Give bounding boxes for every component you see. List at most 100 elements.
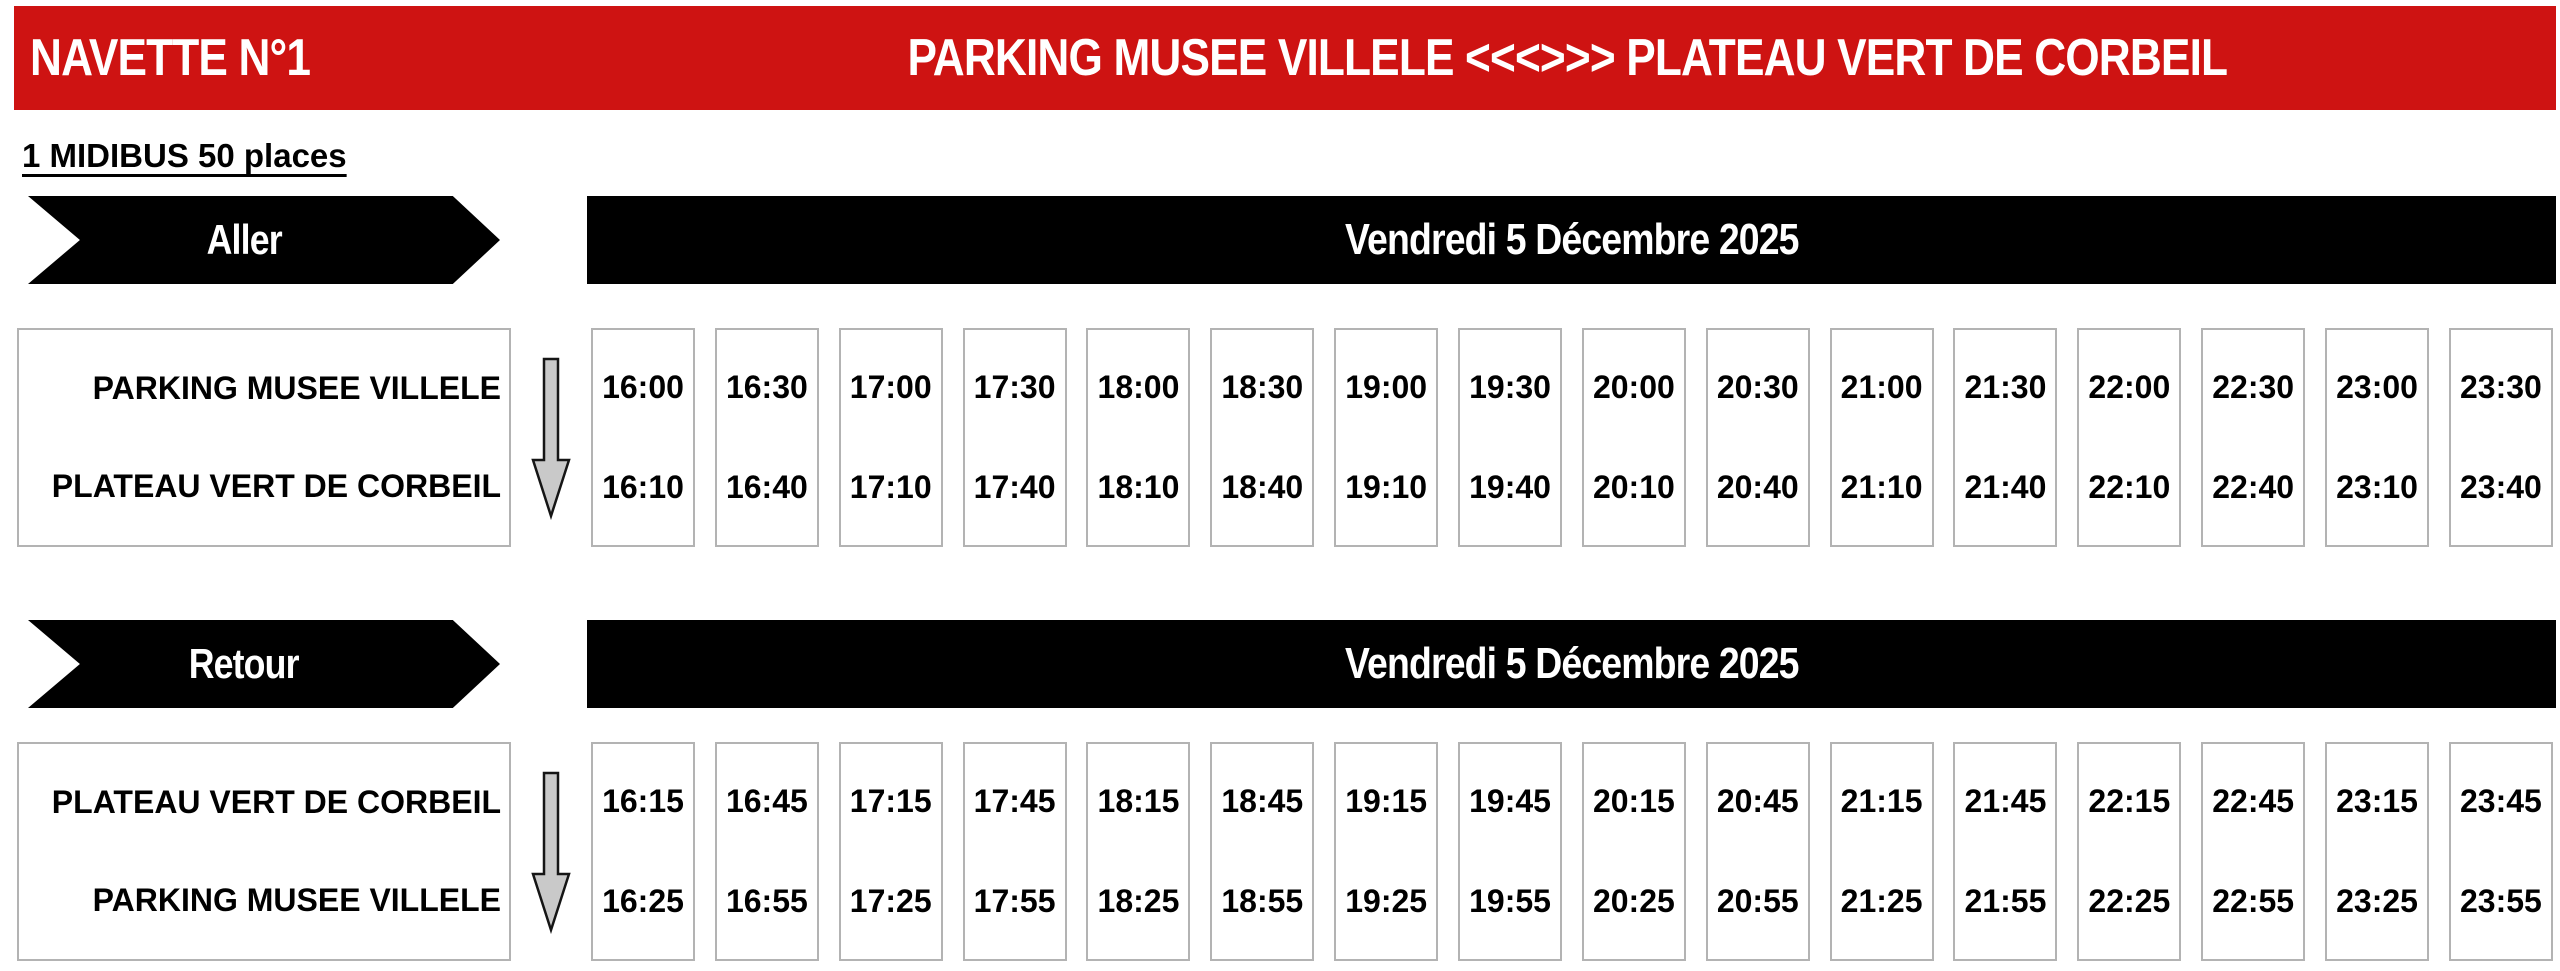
time-column: 18:00 18:10 — [1086, 328, 1191, 547]
arrival-time: 22:40 — [2212, 468, 2295, 505]
departure-time: 17:45 — [973, 783, 1056, 820]
arrival-time: 20:10 — [1592, 468, 1675, 505]
stations-box: PARKING MUSEE VILLELE PLATEAU VERT DE CO… — [17, 328, 511, 547]
arrival-time: 23:25 — [2336, 882, 2418, 919]
arrival-time: 16:25 — [602, 882, 684, 919]
time-column: 21:30 21:40 — [1953, 328, 2058, 547]
stations-box: PLATEAU VERT DE CORBEIL PARKING MUSEE VI… — [17, 742, 511, 961]
arrival-time: 23:55 — [2459, 882, 2542, 919]
departure-time: 21:45 — [1964, 783, 2047, 820]
direction-ribbon-retour: Retour — [28, 620, 500, 708]
timetable-page: NAVETTE N°1 PARKING MUSEE VILLELE <<<>>>… — [0, 6, 2560, 971]
departure-time: 20:30 — [1716, 369, 1799, 406]
route-title-text: PARKING MUSEE VILLELE <<<>>> PLATEAU VER… — [907, 29, 2229, 87]
time-column: 23:00 23:10 — [2325, 328, 2430, 547]
time-column: 18:45 18:55 — [1210, 742, 1315, 961]
down-arrow-icon — [531, 357, 571, 520]
station-label-destination: PARKING MUSEE VILLELE — [92, 881, 501, 918]
departure-time: 21:00 — [1840, 369, 1923, 406]
time-column: 20:15 20:25 — [1581, 742, 1686, 961]
flow-arrow-wrap — [511, 328, 591, 547]
arrival-time: 20:25 — [1592, 882, 1675, 919]
time-column: 16:30 16:40 — [714, 328, 819, 547]
time-column: 20:30 20:40 — [1705, 328, 1810, 547]
time-column: 22:30 22:40 — [2201, 328, 2306, 547]
time-column: 17:30 17:40 — [962, 328, 1067, 547]
departure-time: 19:45 — [1469, 783, 1551, 820]
time-column: 20:45 20:55 — [1705, 742, 1810, 961]
direction-label: Aller — [206, 216, 282, 263]
time-column: 22:00 22:10 — [2077, 328, 2182, 547]
arrival-time: 21:25 — [1840, 882, 1923, 919]
arrival-time: 20:40 — [1716, 468, 1799, 505]
departure-time: 17:30 — [973, 369, 1056, 406]
departure-time: 17:00 — [849, 369, 932, 406]
arrival-time: 16:10 — [602, 468, 684, 505]
departure-time: 18:15 — [1097, 783, 1180, 820]
route-title: PARKING MUSEE VILLELE <<<>>> PLATEAU VER… — [579, 28, 2556, 88]
arrival-time: 16:40 — [725, 468, 808, 505]
flow-arrow-wrap — [511, 742, 591, 961]
time-column: 17:45 17:55 — [962, 742, 1067, 961]
time-column: 19:15 19:25 — [1334, 742, 1439, 961]
arrival-time: 18:40 — [1221, 468, 1304, 505]
time-column: 19:30 19:40 — [1458, 328, 1563, 547]
shuttle-number-label: NAVETTE N°1 — [14, 28, 579, 88]
arrival-time: 18:55 — [1221, 882, 1304, 919]
departure-time: 21:30 — [1964, 369, 2047, 406]
arrival-time: 17:40 — [973, 468, 1056, 505]
departure-time: 23:30 — [2459, 369, 2542, 406]
departure-time: 19:00 — [1345, 369, 1428, 406]
departure-time: 23:00 — [2336, 369, 2418, 406]
time-column: 23:30 23:40 — [2448, 328, 2553, 547]
arrival-time: 19:55 — [1469, 882, 1551, 919]
time-column: 21:00 21:10 — [1829, 328, 1934, 547]
section-header-aller: Aller Vendredi 5 Décembre 2025 — [0, 196, 2556, 284]
station-label-destination: PLATEAU VERT DE CORBEIL — [51, 467, 501, 504]
departure-time: 16:15 — [602, 783, 684, 820]
time-column: 17:15 17:25 — [838, 742, 943, 961]
arrival-time: 17:25 — [849, 882, 932, 919]
time-columns: 16:15 16:25 16:45 16:55 17:15 17:25 17:45 17… — [591, 742, 2553, 961]
departure-time: 17:15 — [849, 783, 932, 820]
route-header-banner: NAVETTE N°1 PARKING MUSEE VILLELE <<<>>>… — [14, 6, 2556, 110]
departure-time: 22:00 — [2088, 369, 2171, 406]
station-label-origin: PLATEAU VERT DE CORBEIL — [51, 784, 501, 821]
arrival-time: 19:10 — [1345, 468, 1428, 505]
timetable-aller: PARKING MUSEE VILLELE PLATEAU VERT DE CO… — [17, 328, 2553, 547]
time-column: 21:45 21:55 — [1953, 742, 2058, 961]
arrival-time: 18:25 — [1097, 882, 1180, 919]
section-aller: Aller Vendredi 5 Décembre 2025 PARKING M… — [0, 196, 2560, 547]
section-header-retour: Retour Vendredi 5 Décembre 2025 — [0, 620, 2556, 708]
arrival-time: 17:55 — [973, 882, 1056, 919]
departure-time: 23:15 — [2336, 783, 2418, 820]
time-column: 20:00 20:10 — [1581, 328, 1686, 547]
time-column: 16:00 16:10 — [591, 328, 695, 547]
time-column: 16:45 16:55 — [714, 742, 819, 961]
departure-time: 19:15 — [1345, 783, 1428, 820]
time-column: 23:15 23:25 — [2325, 742, 2430, 961]
date-banner-aller: Vendredi 5 Décembre 2025 — [587, 196, 2556, 284]
shuttle-number-text: NAVETTE N°1 — [30, 29, 311, 87]
arrival-time: 16:55 — [725, 882, 808, 919]
arrival-time: 22:10 — [2088, 468, 2171, 505]
arrival-time: 23:40 — [2459, 468, 2542, 505]
section-retour: Retour Vendredi 5 Décembre 2025 PLATEAU … — [0, 620, 2560, 961]
time-column: 22:15 22:25 — [2077, 742, 2182, 961]
arrival-time: 22:25 — [2088, 882, 2171, 919]
time-column: 21:15 21:25 — [1829, 742, 1934, 961]
departure-time: 18:00 — [1097, 369, 1180, 406]
date-label: Vendredi 5 Décembre 2025 — [1344, 639, 1799, 688]
time-column: 17:00 17:10 — [838, 328, 943, 547]
departure-time: 16:30 — [725, 369, 808, 406]
arrival-time: 19:25 — [1345, 882, 1428, 919]
departure-time: 20:45 — [1716, 783, 1799, 820]
departure-time: 16:00 — [602, 369, 684, 406]
date-label: Vendredi 5 Décembre 2025 — [1344, 215, 1799, 264]
departure-time: 20:15 — [1592, 783, 1675, 820]
time-column: 18:15 18:25 — [1086, 742, 1191, 961]
direction-label: Retour — [189, 640, 300, 687]
arrival-time: 19:40 — [1469, 468, 1551, 505]
bus-capacity-note: 1 MIDIBUS 50 places — [22, 137, 347, 174]
arrival-time: 18:10 — [1097, 468, 1180, 505]
